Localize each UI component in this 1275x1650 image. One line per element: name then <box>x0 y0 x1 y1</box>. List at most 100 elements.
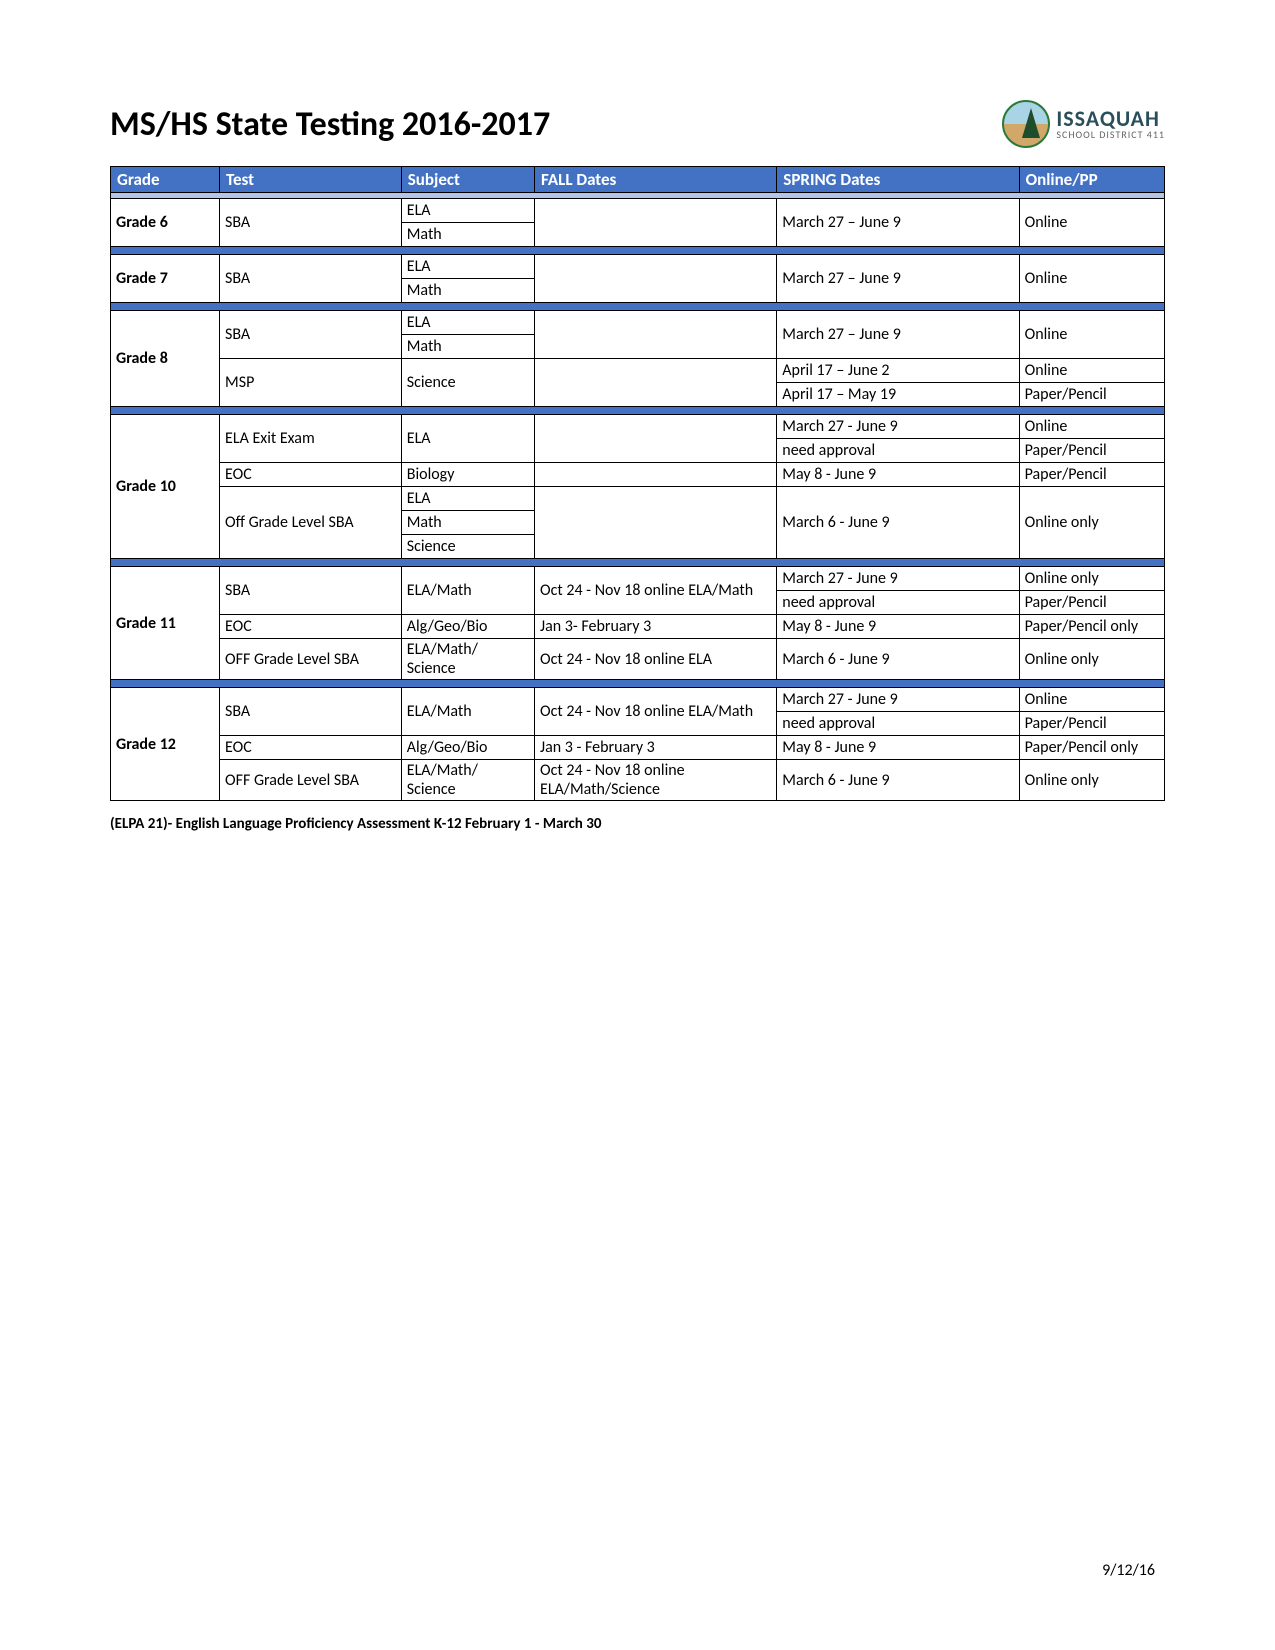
table-row: Grade 7 SBA ELA March 27 – June 9 Online <box>111 255 1165 279</box>
cell-spring: March 27 – June 9 <box>777 255 1019 303</box>
cell-spring: March 6 - June 9 <box>777 639 1019 680</box>
cell-mode: Online <box>1019 359 1164 383</box>
cell-subject: ELA <box>401 255 534 279</box>
col-grade: Grade <box>111 167 220 193</box>
cell-mode: Paper/Pencil only <box>1019 736 1164 760</box>
cell-fall <box>535 199 777 247</box>
cell-spring-highlight: need approval <box>777 712 1019 736</box>
cell-test: MSP <box>220 359 402 407</box>
cell-subject: Math <box>401 511 534 535</box>
cell-mode: Online <box>1019 415 1164 439</box>
cell-spring: March 27 - June 9 <box>777 567 1019 591</box>
cell-subject: Math <box>401 279 534 303</box>
page-title: MS/HS State Testing 2016-2017 <box>110 104 550 145</box>
table-row: OFF Grade Level SBA ELA/Math/ Science Oc… <box>111 639 1165 680</box>
cell-fall <box>535 487 777 559</box>
table-row: Grade 10 ELA Exit Exam ELA March 27 - Ju… <box>111 415 1165 439</box>
cell-subject: ELA <box>401 487 534 511</box>
cell-fall: Jan 3- February 3 <box>535 615 777 639</box>
table-row: MSP Science April 17 – June 2 Online <box>111 359 1165 383</box>
cell-mode: Paper/Pencil <box>1019 383 1164 407</box>
cell-test: OFF Grade Level SBA <box>220 639 402 680</box>
cell-spring: May 8 - June 9 <box>777 736 1019 760</box>
logo-sub: SCHOOL DISTRICT 411 <box>1056 130 1165 140</box>
col-subject: Subject <box>401 167 534 193</box>
cell-subject: Math <box>401 223 534 247</box>
cell-mode: Paper/Pencil <box>1019 439 1164 463</box>
cell-spring: March 27 – June 9 <box>777 311 1019 359</box>
cell-mode: Paper/Pencil only <box>1019 615 1164 639</box>
table-row: Off Grade Level SBA ELA March 6 - June 9… <box>111 487 1165 511</box>
cell-subject: Science <box>401 535 534 559</box>
logo-icon <box>1002 100 1050 148</box>
cell-mode: Online <box>1019 311 1164 359</box>
cell-spring: March 6 - June 9 <box>777 487 1019 559</box>
cell-subject: Biology <box>401 463 534 487</box>
cell-test: EOC <box>220 463 402 487</box>
cell-fall: Oct 24 - Nov 18 online ELA/Math <box>535 567 777 615</box>
table-row: EOC Alg/Geo/Bio Jan 3- February 3 May 8 … <box>111 615 1165 639</box>
cell-fall: Oct 24 - Nov 18 online ELA/Math <box>535 688 777 736</box>
cell-test: SBA <box>220 311 402 359</box>
cell-subject: ELA/Math <box>401 567 534 615</box>
cell-grade: Grade 11 <box>111 567 220 680</box>
cell-subject: ELA/Math/ Science <box>401 760 534 801</box>
cell-grade: Grade 6 <box>111 199 220 247</box>
cell-spring: May 8 - June 9 <box>777 615 1019 639</box>
cell-grade: Grade 12 <box>111 688 220 801</box>
cell-test: EOC <box>220 736 402 760</box>
cell-subject: Math <box>401 335 534 359</box>
cell-mode: Online <box>1019 688 1164 712</box>
col-mode: Online/PP <box>1019 167 1164 193</box>
cell-mode: Online only <box>1019 639 1164 680</box>
cell-fall <box>535 255 777 303</box>
cell-test: SBA <box>220 688 402 736</box>
cell-subject: ELA <box>401 199 534 223</box>
cell-test: EOC <box>220 615 402 639</box>
district-logo: ISSAQUAH SCHOOL DISTRICT 411 <box>1002 100 1165 148</box>
cell-mode: Paper/Pencil <box>1019 463 1164 487</box>
cell-fall <box>535 463 777 487</box>
cell-subject: ELA/Math/ Science <box>401 639 534 680</box>
table-row: EOC Biology May 8 - June 9 Paper/Pencil <box>111 463 1165 487</box>
cell-fall <box>535 359 777 407</box>
table-header-row: Grade Test Subject FALL Dates SPRING Dat… <box>111 167 1165 193</box>
cell-fall: Oct 24 - Nov 18 online ELA <box>535 639 777 680</box>
cell-spring: April 17 – June 2 <box>777 359 1019 383</box>
cell-subject: ELA <box>401 311 534 335</box>
cell-spring: March 6 - June 9 <box>777 760 1019 801</box>
cell-fall: Jan 3 - February 3 <box>535 736 777 760</box>
footer-date: 9/12/16 <box>1102 1561 1155 1580</box>
cell-grade: Grade 10 <box>111 415 220 559</box>
cell-spring: March 27 - June 9 <box>777 415 1019 439</box>
cell-subject: Science <box>401 359 534 407</box>
cell-mode: Paper/Pencil <box>1019 591 1164 615</box>
table-row: Grade 8 SBA ELA March 27 – June 9 Online <box>111 311 1165 335</box>
cell-fall: Oct 24 - Nov 18 online ELA/Math/Science <box>535 760 777 801</box>
header: MS/HS State Testing 2016-2017 ISSAQUAH S… <box>110 100 1165 148</box>
col-test: Test <box>220 167 402 193</box>
table-row: EOC Alg/Geo/Bio Jan 3 - February 3 May 8… <box>111 736 1165 760</box>
cell-mode: Online only <box>1019 567 1164 591</box>
table-row: Grade 11 SBA ELA/Math Oct 24 - Nov 18 on… <box>111 567 1165 591</box>
cell-spring-highlight: need approval <box>777 591 1019 615</box>
cell-test: OFF Grade Level SBA <box>220 760 402 801</box>
cell-spring: May 8 - June 9 <box>777 463 1019 487</box>
cell-mode: Online <box>1019 255 1164 303</box>
cell-test: SBA <box>220 255 402 303</box>
cell-fall <box>535 415 777 463</box>
cell-test: Off Grade Level SBA <box>220 487 402 559</box>
col-spring: SPRING Dates <box>777 167 1019 193</box>
table-row: OFF Grade Level SBA ELA/Math/ Science Oc… <box>111 760 1165 801</box>
cell-test: ELA Exit Exam <box>220 415 402 463</box>
cell-test: SBA <box>220 199 402 247</box>
cell-subject: Alg/Geo/Bio <box>401 736 534 760</box>
cell-spring: March 27 – June 9 <box>777 199 1019 247</box>
cell-subject: ELA <box>401 415 534 463</box>
cell-mode: Online only <box>1019 487 1164 559</box>
col-fall: FALL Dates <box>535 167 777 193</box>
cell-spring: April 17 – May 19 <box>777 383 1019 407</box>
cell-fall <box>535 311 777 359</box>
cell-mode: Online only <box>1019 760 1164 801</box>
testing-schedule-table: Grade Test Subject FALL Dates SPRING Dat… <box>110 166 1165 801</box>
